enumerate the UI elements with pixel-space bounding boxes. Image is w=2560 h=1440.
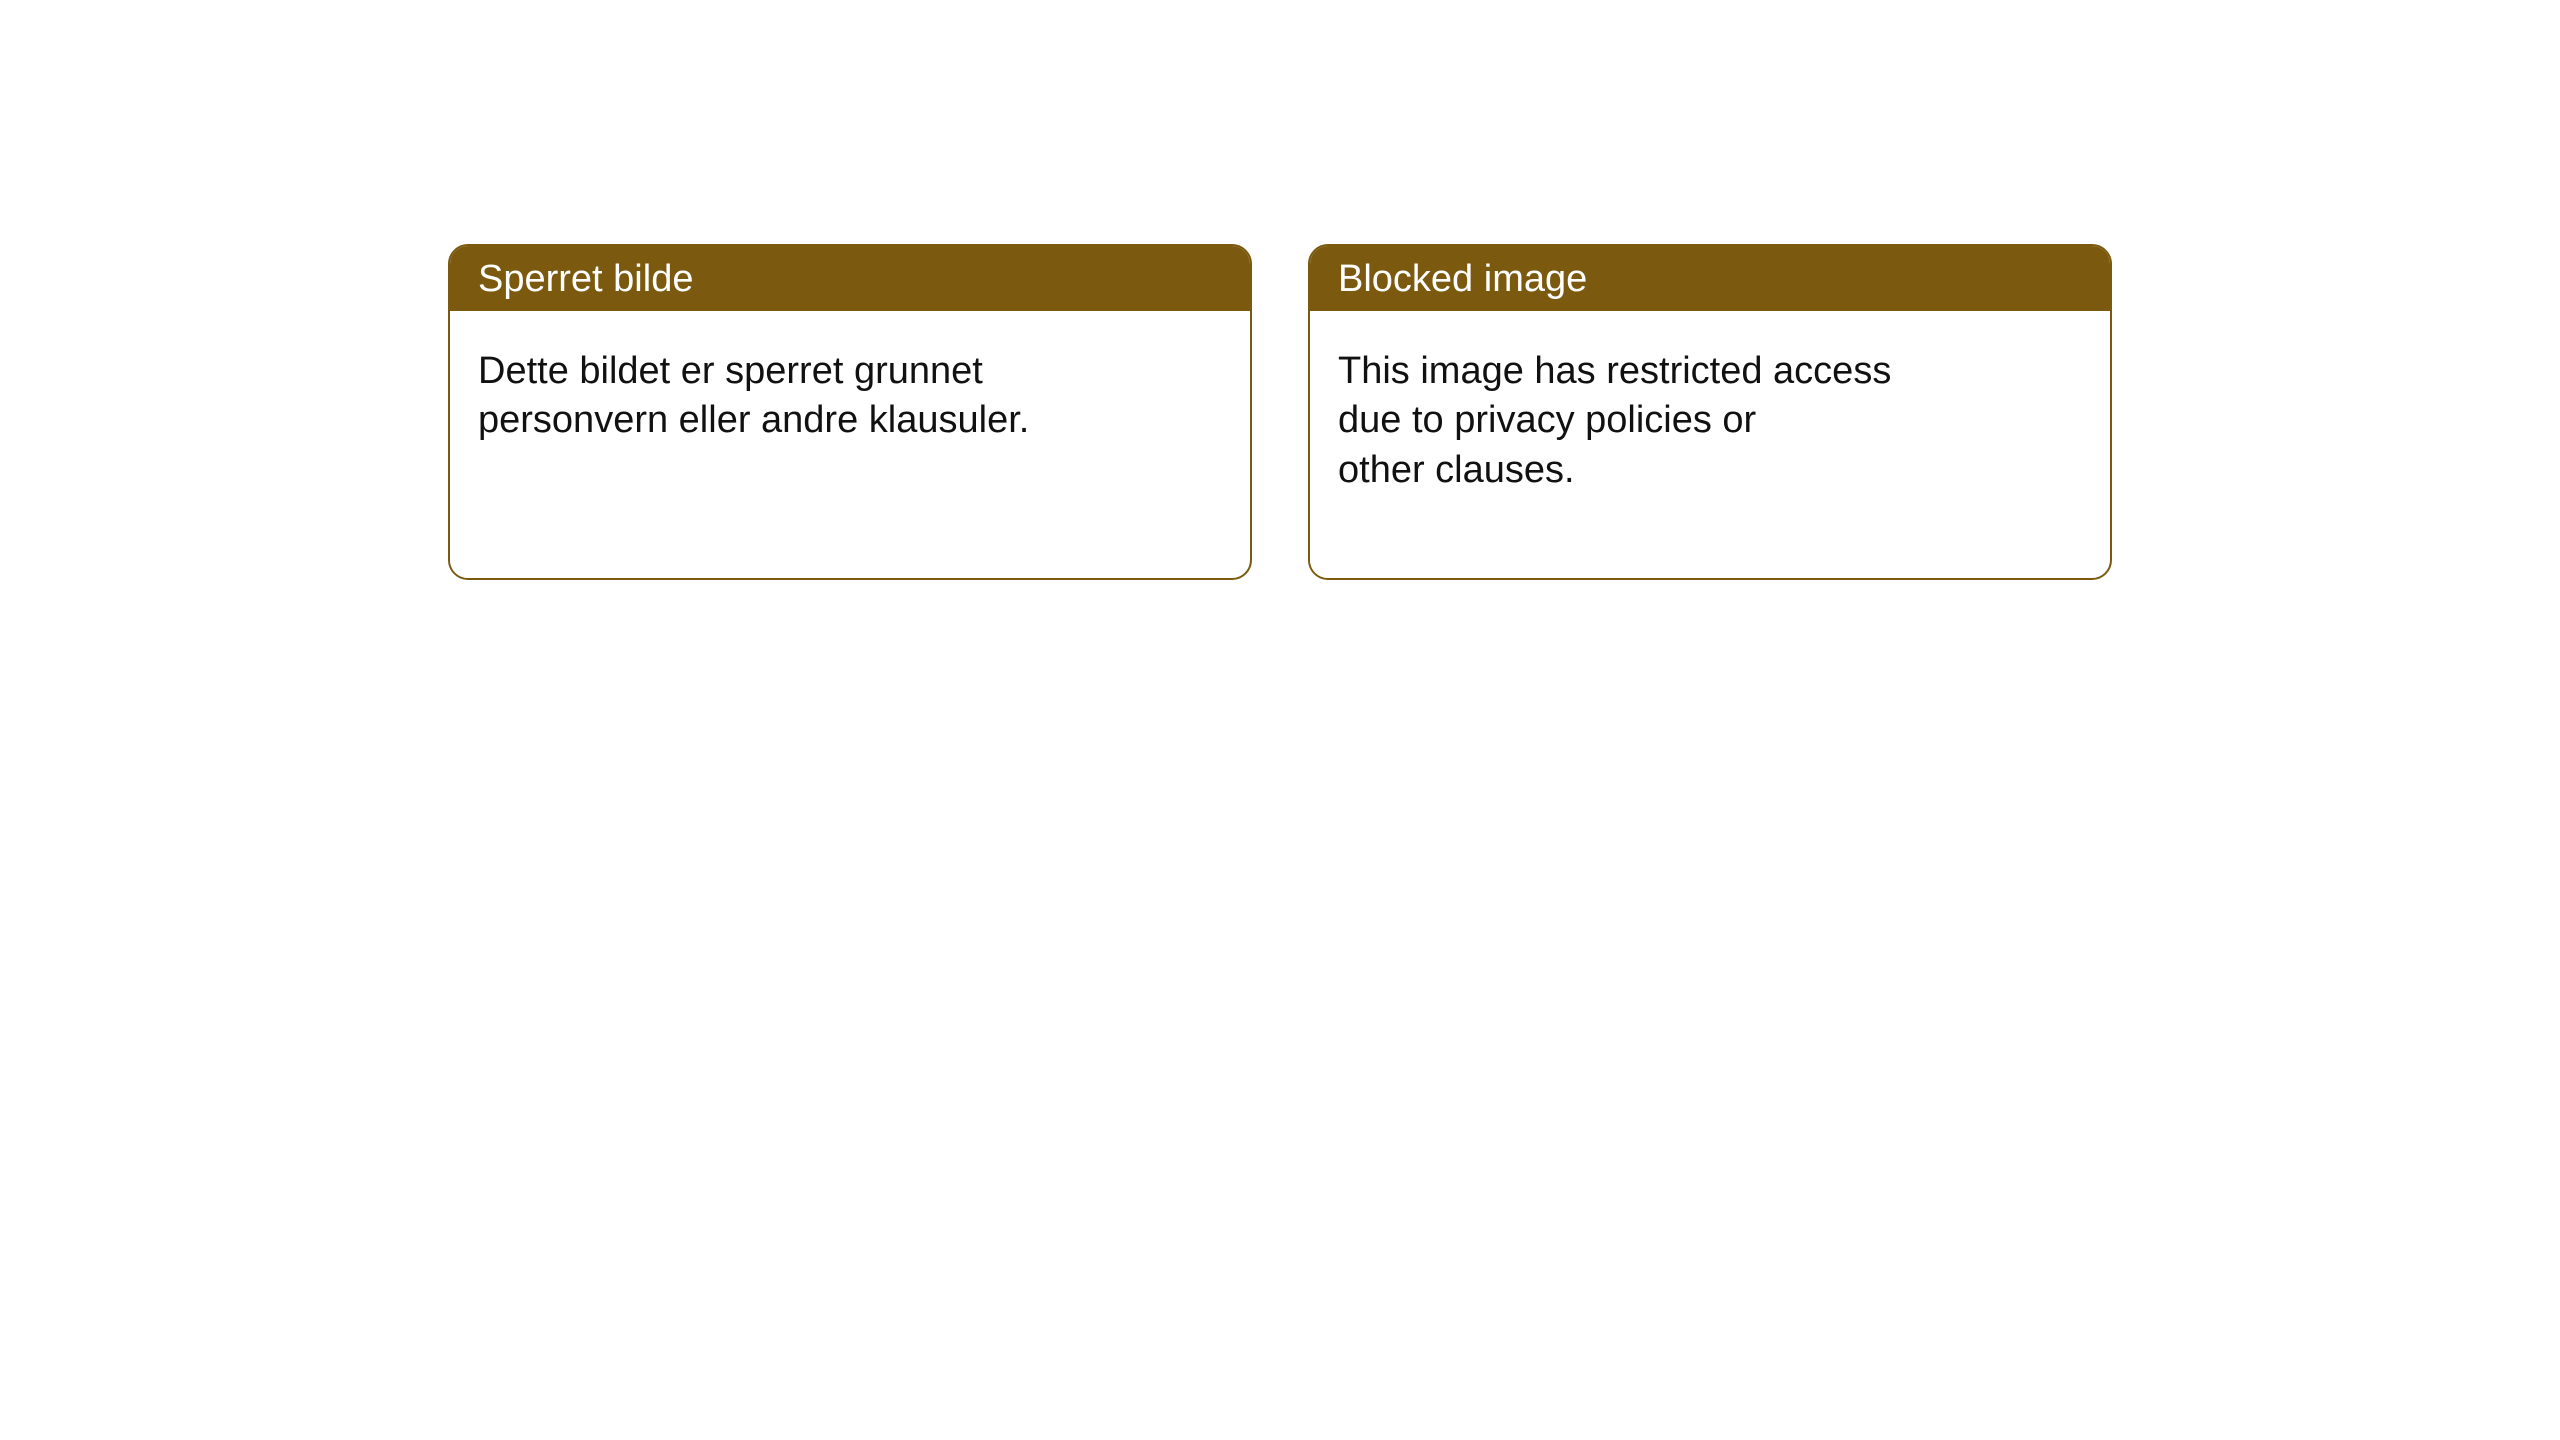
notice-card-en: Blocked image This image has restricted …	[1308, 244, 2112, 580]
notice-row: Sperret bilde Dette bildet er sperret gr…	[0, 0, 2560, 580]
notice-card-no-body: Dette bildet er sperret grunnet personve…	[450, 311, 1130, 578]
notice-card-en-body: This image has restricted access due to …	[1310, 311, 1950, 578]
notice-card-no-title: Sperret bilde	[450, 246, 1250, 311]
notice-card-no: Sperret bilde Dette bildet er sperret gr…	[448, 244, 1252, 580]
notice-card-en-title: Blocked image	[1310, 246, 2110, 311]
